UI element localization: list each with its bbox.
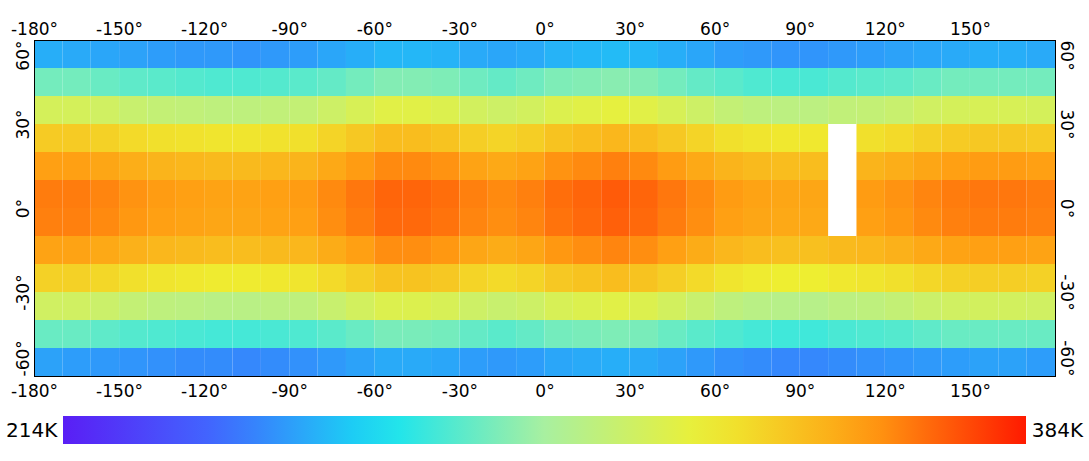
- svg-text:-90°: -90°: [272, 381, 308, 401]
- svg-text:-120°: -120°: [181, 19, 228, 39]
- svg-text:-60°: -60°: [357, 381, 393, 401]
- svg-text:120°: 120°: [865, 19, 906, 39]
- svg-text:30°: 30°: [13, 109, 33, 139]
- svg-text:60°: 60°: [700, 381, 730, 401]
- svg-text:-120°: -120°: [181, 381, 228, 401]
- svg-text:-90°: -90°: [272, 19, 308, 39]
- svg-text:30°: 30°: [615, 19, 645, 39]
- svg-text:150°: 150°: [950, 19, 991, 39]
- svg-text:30°: 30°: [615, 381, 645, 401]
- svg-text:-30°: -30°: [442, 381, 478, 401]
- svg-text:-30°: -30°: [1057, 274, 1077, 310]
- svg-text:-180°: -180°: [11, 381, 58, 401]
- svg-text:-150°: -150°: [96, 381, 143, 401]
- svg-text:30°: 30°: [1057, 109, 1077, 139]
- html-text:214K: 214K: [6, 418, 58, 442]
- svg-text:-60°: -60°: [13, 340, 33, 376]
- svg-text:150°: 150°: [950, 381, 991, 401]
- svg-text:120°: 120°: [865, 381, 906, 401]
- svg-text:0°: 0°: [535, 19, 554, 39]
- svg-text:-30°: -30°: [442, 19, 478, 39]
- svg-text:60°: 60°: [13, 41, 33, 71]
- svg-text:90°: 90°: [785, 381, 815, 401]
- svg-text:0°: 0°: [13, 199, 33, 218]
- svg-text:0°: 0°: [535, 381, 554, 401]
- svg-text:60°: 60°: [1057, 41, 1077, 71]
- svg-text:-60°: -60°: [357, 19, 393, 39]
- svg-text:60°: 60°: [700, 19, 730, 39]
- svg-text:0°: 0°: [1057, 199, 1077, 218]
- svg-text:-180°: -180°: [11, 19, 58, 39]
- svg-text:-30°: -30°: [13, 274, 33, 310]
- svg-text:-60°: -60°: [1057, 340, 1077, 376]
- svg-text:-150°: -150°: [96, 19, 143, 39]
- svg-text:90°: 90°: [785, 19, 815, 39]
- html-text:384K: 384K: [1031, 418, 1083, 442]
